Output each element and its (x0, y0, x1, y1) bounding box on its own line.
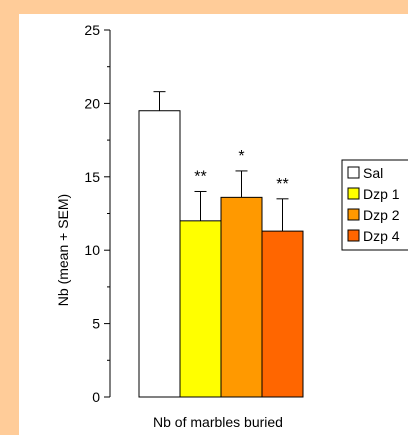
y-tick-label: 10 (84, 242, 100, 258)
bars-layer (138, 110, 304, 398)
significance-layer: ***** (194, 148, 288, 193)
significance-marker: ** (276, 176, 288, 193)
y-tick-label: 15 (84, 169, 100, 185)
error-bars-layer (153, 91, 289, 232)
bar-sal (138, 110, 181, 398)
legend-label: Dzp 4 (363, 228, 400, 244)
legend-swatch (347, 208, 360, 221)
significance-marker: * (238, 148, 244, 165)
y-tick-label: 5 (92, 316, 100, 332)
y-axis-label: Nb (mean + SEM) (55, 194, 71, 306)
legend: Sal Dzp 1 Dzp 2 Dzp 4 (341, 159, 408, 251)
bar-dzp-1 (179, 220, 222, 398)
legend-swatch (347, 187, 360, 200)
y-axis: 0 5 10 15 20 25 (84, 22, 111, 405)
y-tick-label: 25 (84, 22, 100, 38)
bar-dzp-2 (220, 196, 263, 398)
legend-label: Sal (363, 165, 383, 181)
y-tick-label: 0 (92, 389, 100, 405)
legend-swatch (347, 229, 360, 242)
legend-label: Dzp 2 (363, 207, 400, 223)
y-tick-label: 20 (84, 95, 100, 111)
legend-label: Dzp 1 (363, 186, 400, 202)
bar-dzp-4 (261, 230, 304, 398)
significance-marker: ** (194, 168, 206, 185)
legend-swatch (347, 166, 360, 179)
x-axis-label: Nb of marbles buried (153, 414, 283, 430)
